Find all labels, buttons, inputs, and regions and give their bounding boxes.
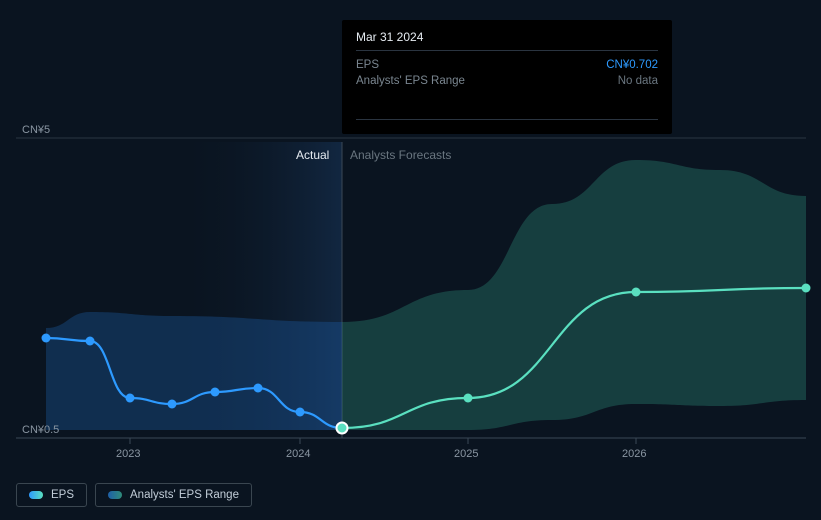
tooltip-row-label: EPS	[356, 59, 379, 71]
legend-label: EPS	[51, 489, 74, 501]
legend-dot-icon	[29, 491, 43, 499]
x-tick-label: 2024	[286, 448, 310, 460]
x-tick-marks	[130, 438, 636, 444]
chart-legend: EPS Analysts' EPS Range	[16, 483, 252, 507]
y-tick-label: CN¥5	[22, 124, 50, 136]
analysts-range-forecast	[342, 160, 806, 430]
tooltip-date: Mar 31 2024	[356, 30, 658, 51]
x-tick-label: 2023	[116, 448, 140, 460]
x-tick-label: 2025	[454, 448, 478, 460]
chart-tooltip: Mar 31 2024 EPS CN¥0.702 Analysts' EPS Ran…	[342, 20, 672, 134]
tooltip-divider	[356, 119, 658, 120]
x-tick-label: 2026	[622, 448, 646, 460]
eps-highlight-marker[interactable]	[337, 423, 348, 434]
legend-item[interactable]: Analysts' EPS Range	[95, 483, 252, 507]
eps-chart: CN¥5 CN¥0.5 2023 2024 2025 2026 Actual Analy…	[0, 0, 821, 520]
legend-dot-icon	[108, 491, 122, 499]
section-label-actual: Actual	[296, 148, 329, 162]
tooltip-row-label: Analysts' EPS Range	[356, 75, 465, 87]
tooltip-row-value: No data	[618, 75, 658, 87]
legend-item[interactable]: EPS	[16, 483, 87, 507]
tooltip-row: Analysts' EPS Range No data	[356, 73, 658, 89]
tooltip-row-value: CN¥0.702	[606, 59, 658, 71]
section-label-forecast: Analysts Forecasts	[350, 148, 451, 162]
legend-label: Analysts' EPS Range	[130, 489, 239, 501]
y-tick-label: CN¥0.5	[22, 424, 59, 436]
tooltip-row: EPS CN¥0.702	[356, 57, 658, 73]
